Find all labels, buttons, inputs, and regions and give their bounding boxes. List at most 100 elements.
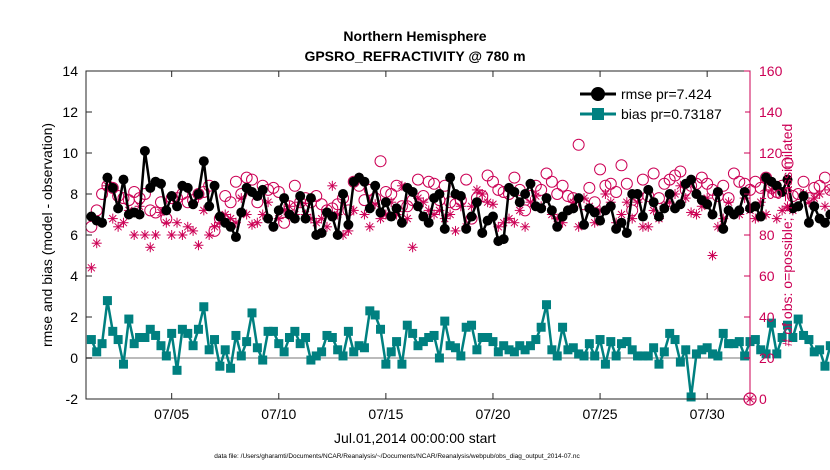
bias-point [488,337,498,347]
bias-point [376,324,386,334]
rmse-point [97,217,108,228]
rmse-point [536,203,547,214]
possible-obs-point [138,188,151,200]
bias-point [670,335,680,345]
possible-obs-point [272,185,285,198]
bias-point [718,328,728,338]
assimilated-obs-point [509,217,520,228]
y-axis-label-right: # of obs: o=possible; ∗=assimilated [779,124,795,347]
possible-obs-point [674,165,687,178]
rmse-point [750,201,761,212]
bias-point [247,308,257,318]
rmse-point [498,234,509,245]
assimilated-obs-point [520,221,531,232]
rmse-point [445,172,456,183]
rmse-point [718,223,729,234]
rmse-point [343,219,354,230]
bias-point [161,351,171,361]
legend-bias-label: bias pr=0.73187 [621,106,722,122]
rmse-point [579,219,589,230]
rmse-point [477,227,488,238]
bias-point [724,339,734,349]
assimilated-obs-point [477,189,488,199]
bias-point [365,306,375,316]
rmse-point [396,217,407,228]
assimilated-obs-point [327,180,338,191]
right-axis-tick-label: 100 [759,186,783,202]
possible-obs-point [620,177,633,190]
bias-point [766,318,776,328]
bias-point [424,333,434,342]
rmse-point [734,205,745,216]
bias-point [579,351,589,361]
assimilated-obs-point [407,242,418,253]
bias-point [793,314,803,324]
rmse-point [166,191,177,202]
rmse-point [653,211,664,222]
rmse-point [268,221,279,232]
rmse-point [188,199,199,210]
assimilated-obs-point [91,238,102,249]
rmse-point [595,215,606,226]
bias-point [820,361,830,371]
bias-point [520,345,530,355]
bias-point [638,351,648,361]
assimilated-obs-point [498,217,509,228]
bias-point [649,343,659,353]
legend-bias-marker [592,108,604,120]
assimilated-obs-point [182,221,193,232]
rmse-point [648,197,659,208]
bias-point [461,322,471,332]
rmse-point [568,203,579,214]
rmse-point [273,205,284,216]
bias-point [135,333,145,342]
bias-point [242,337,252,347]
x-axis-tick-label: 07/15 [368,406,403,422]
possible-obs-point [492,183,505,196]
bias-point [702,343,712,353]
possible-obs-point [422,175,435,188]
bias-point [750,335,760,345]
bias-point [129,339,139,349]
possible-obs-point [824,183,830,196]
possible-obs-point [636,173,649,186]
possible-obs-point [561,190,574,203]
bias-point [386,347,396,357]
rmse-point [520,189,531,199]
rmse-point [439,223,450,234]
bias-point [665,328,675,338]
assimilated-obs-point [118,217,129,228]
bias-point [322,330,332,340]
left-axis-tick-label: 6 [70,227,78,243]
bias-point [429,330,439,340]
rmse-point [466,211,477,222]
bias-point [675,357,685,367]
rmse-point [552,221,563,232]
bias-point [108,326,118,336]
rmse-point [702,199,713,210]
rmse-point [819,217,830,228]
bias-point [392,337,402,347]
possible-obs-point [545,175,558,188]
rmse-point [391,203,402,214]
possible-obs-point [556,179,569,192]
x-axis-tick-label: 07/10 [261,406,296,422]
bias-point [788,333,798,342]
rmse-point [423,217,434,228]
assimilated-obs-point [771,213,782,224]
bias-point [215,361,225,371]
assimilated-obs-point [825,184,830,195]
y-axis-label-left: rmse and bias (model - observation) [39,123,55,347]
assimilated-obs-point [145,242,156,253]
data-file-footer: data file: /Users/gharamti/Documents/NCA… [214,453,580,460]
rmse-point [204,201,215,212]
rmse-point [637,211,648,222]
rmse-point [809,201,820,212]
bias-point [761,349,771,359]
assimilated-obs-point [643,221,654,232]
rmse-point [777,186,788,197]
rmse-point [686,174,697,185]
bias-point [301,333,311,342]
rmse-point [375,207,386,218]
bias-point [295,339,305,349]
